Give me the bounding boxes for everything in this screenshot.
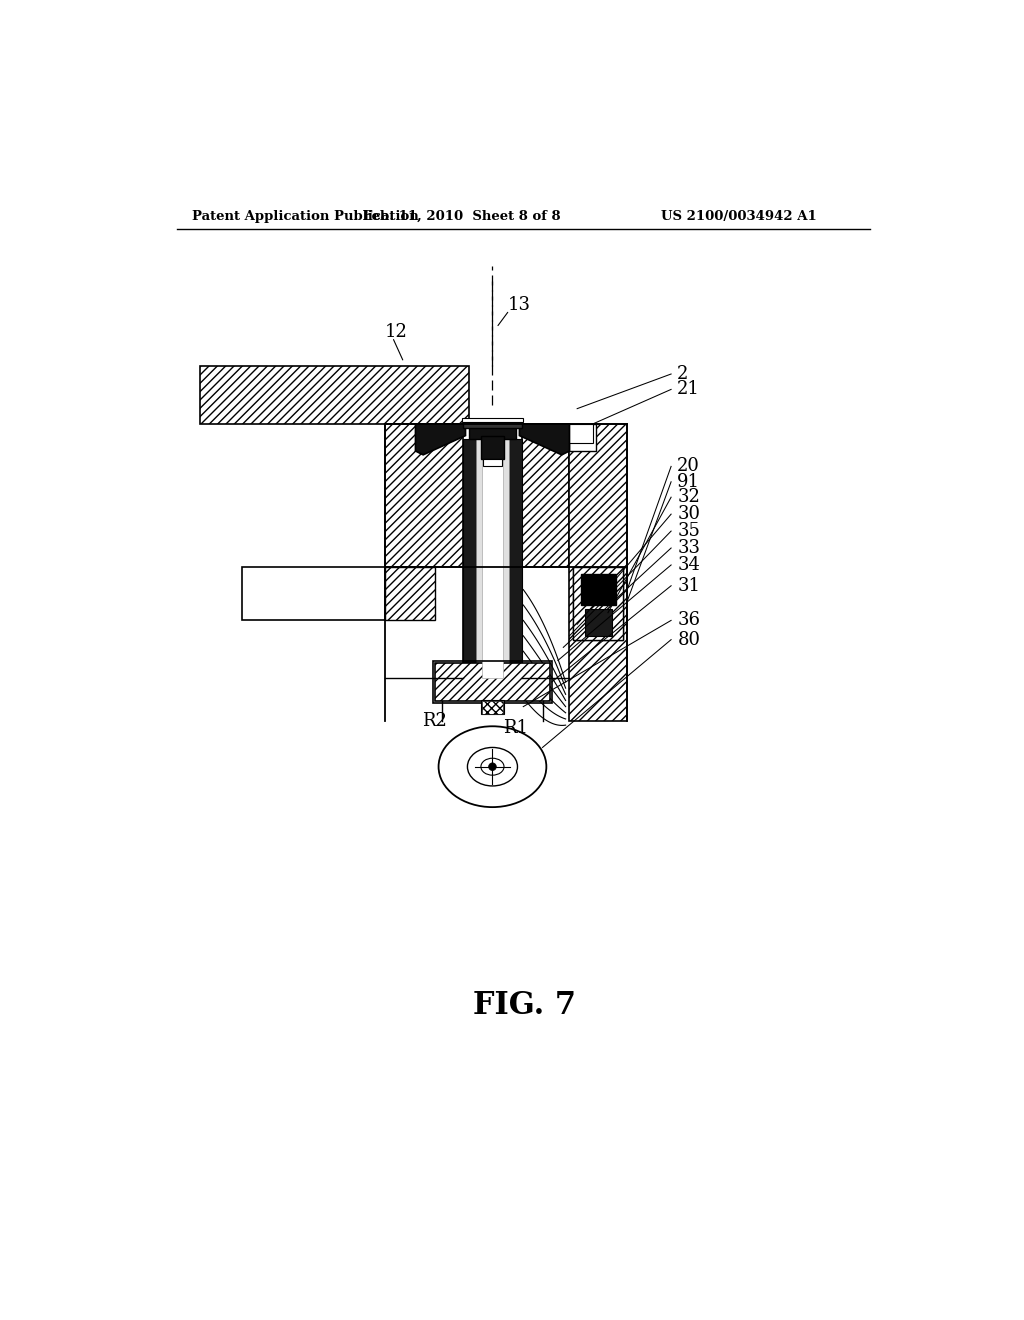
Bar (463, 440, 475, 678)
Text: 36: 36 (677, 611, 700, 630)
Bar (463, 424, 521, 678)
Text: 21: 21 (677, 380, 700, 399)
Bar (481, 436, 504, 459)
Text: R2: R2 (422, 711, 447, 730)
Bar (483, 459, 502, 466)
Text: 32: 32 (677, 488, 700, 506)
Bar (481, 701, 503, 714)
Bar (519, 424, 569, 566)
Bar (433, 661, 552, 702)
Bar (509, 440, 521, 678)
Bar (463, 422, 521, 428)
Text: 30: 30 (677, 506, 700, 523)
Bar (385, 566, 435, 620)
Bar (200, 367, 469, 424)
Text: 33: 33 (677, 539, 700, 557)
Text: 13: 13 (508, 296, 530, 314)
Bar (585, 609, 611, 636)
Text: 20: 20 (677, 458, 700, 475)
Bar (243, 566, 385, 620)
Text: 34: 34 (677, 556, 700, 574)
Bar (581, 574, 615, 605)
Polygon shape (519, 424, 569, 455)
Ellipse shape (438, 726, 547, 807)
Polygon shape (416, 424, 466, 455)
Bar (481, 701, 504, 714)
Text: 80: 80 (677, 631, 700, 648)
Ellipse shape (467, 747, 517, 785)
Text: 91: 91 (677, 473, 700, 491)
Text: US 2100/0034942 A1: US 2100/0034942 A1 (660, 210, 817, 223)
Text: 35: 35 (677, 523, 700, 540)
Bar (385, 424, 466, 566)
Text: 12: 12 (385, 322, 408, 341)
Text: FIG. 7: FIG. 7 (473, 990, 577, 1020)
Bar (462, 418, 523, 422)
Bar (469, 424, 515, 440)
Bar (569, 424, 596, 451)
Text: 31: 31 (677, 577, 700, 595)
Ellipse shape (481, 758, 504, 775)
Text: Feb. 11, 2010  Sheet 8 of 8: Feb. 11, 2010 Sheet 8 of 8 (362, 210, 560, 223)
Bar (475, 440, 509, 678)
Bar (481, 440, 503, 678)
Bar (573, 566, 624, 640)
Circle shape (488, 763, 497, 771)
Text: R1: R1 (503, 719, 528, 737)
Bar (569, 424, 593, 444)
Text: Patent Application Publication: Patent Application Publication (193, 210, 419, 223)
Bar (435, 663, 550, 701)
Bar (569, 424, 628, 721)
Bar (573, 566, 624, 640)
Text: 2: 2 (677, 366, 688, 383)
Bar (569, 424, 593, 447)
